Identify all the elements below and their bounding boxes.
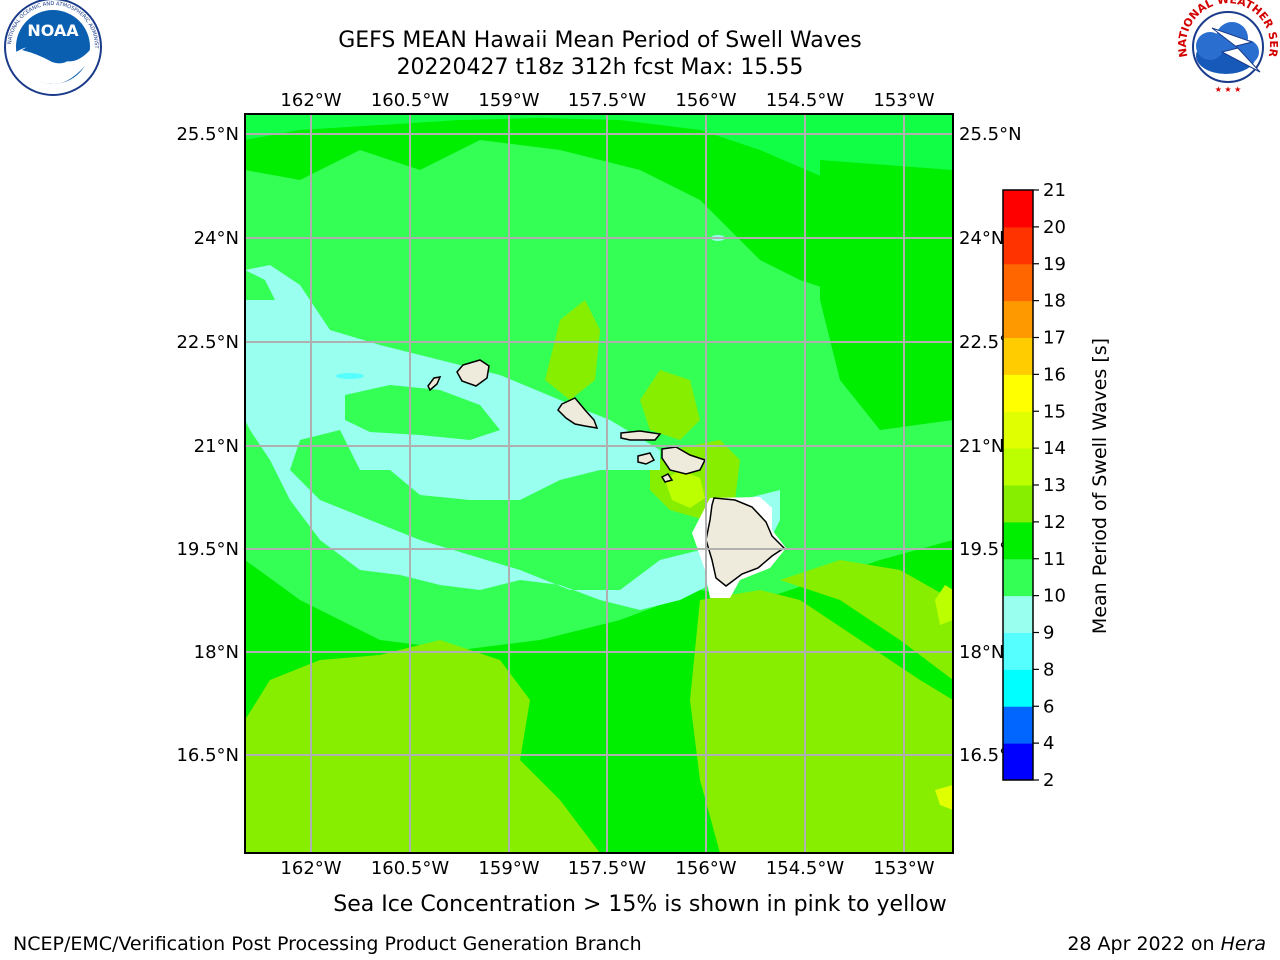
lat-label: 25.5°N [959,124,1022,145]
colorbar-swatch [1003,190,1033,228]
colorbar-label: Mean Period of Swell Waves [s] [1089,338,1111,634]
colorbar-tick-label: 2 [1043,770,1054,791]
lon-label: 159°W [478,858,539,879]
colorbar-tick-label: 18 [1043,291,1066,312]
graticule [245,114,953,853]
colorbar-tick-label: 21 [1043,180,1066,201]
lon-label: 153°W [873,858,934,879]
colorbar-tick-label: 12 [1043,512,1066,533]
colorbar-swatch [1003,595,1033,633]
lon-label: 154.5°W [766,90,845,111]
colorbar-swatch [1003,300,1033,338]
lon-label: 162°W [280,858,341,879]
lat-label: 18°N [959,642,1004,663]
colorbar-tick-label: 16 [1043,364,1066,385]
svg-text:★ ★ ★: ★ ★ ★ [1215,85,1242,94]
colorbar-tick-label: 9 [1043,623,1054,644]
lon-label: 154.5°W [766,858,845,879]
lon-label: 157.5°W [568,858,647,879]
colorbar-tick-label: 6 [1043,696,1054,717]
lat-label: 25.5°N [176,124,239,145]
lon-label: 156°W [675,90,736,111]
footer-branch: NCEP/EMC/Verification Post Processing Pr… [13,933,642,955]
map-subtitle: 20220427 t18z 312h fcst Max: 15.55 [397,55,804,80]
colorbar-swatch [1003,706,1033,744]
lat-labels-right: 25.5°N 24°N 22.5°N 21°N 19.5°N 18°N 16.5… [959,124,1022,766]
colorbar-swatch [1003,263,1033,302]
lat-label: 19.5°N [176,539,239,560]
lat-labels-left: 25.5°N 24°N 22.5°N 21°N 19.5°N 18°N 16.5… [176,124,239,766]
noaa-logo-icon: NOAA NATIONAL OCEANIC AND ATMOSPHERIC AD… [0,0,102,96]
colorbar-swatch [1003,669,1033,707]
footer-date: 28 Apr 2022 on Hera [1067,933,1266,955]
sea-ice-note: Sea Ice Concentration > 15% is shown in … [333,892,947,917]
map-title: GEFS MEAN Hawaii Mean Period of Swell Wa… [338,28,862,53]
colorbar-swatch [1003,521,1033,560]
lat-label: 24°N [959,228,1004,249]
colorbar-tick-label: 15 [1043,401,1066,422]
lat-label: 18°N [194,642,239,663]
lon-label: 160.5°W [371,858,450,879]
lat-label: 22.5°N [176,332,239,353]
lon-label: 156°W [675,858,736,879]
colorbar-tick-label: 11 [1043,549,1066,570]
noaa-logo-text: NOAA [27,21,79,40]
colorbar-tick-label: 8 [1043,659,1054,680]
colorbar-tick-label: 20 [1043,217,1066,238]
lon-label: 162°W [280,90,341,111]
colorbar-tick-label: 14 [1043,438,1066,459]
colorbar-swatch [1003,485,1033,523]
colorbar-swatch [1003,448,1033,486]
colorbar-tick-label: 19 [1043,254,1066,275]
map-frame [244,113,954,854]
lat-label: 24°N [194,228,239,249]
lat-label: 21°N [959,436,1004,457]
colorbar-swatch [1003,374,1033,412]
lat-label: 16.5°N [176,745,239,766]
colorbar-swatch [1003,411,1033,449]
lon-label: 157.5°W [568,90,647,111]
lon-labels-top: 162°W 160.5°W 159°W 157.5°W 156°W 154.5°… [280,90,934,111]
lon-label: 153°W [873,90,934,111]
colorbar-swatch [1003,632,1033,670]
colorbar-swatch [1003,226,1033,265]
lat-label: 21°N [194,436,239,457]
colorbar-tick-label: 10 [1043,586,1066,607]
lon-label: 160.5°W [371,90,450,111]
colorbar-swatch [1003,337,1033,375]
colorbar-tick-label: 13 [1043,475,1066,496]
footer-host: Hera [1221,933,1266,955]
footer-date-text: 28 Apr 2022 on [1067,933,1220,955]
lon-labels-bottom: 162°W 160.5°W 159°W 157.5°W 156°W 154.5°… [280,858,934,879]
swell-period-field [245,114,953,853]
colorbar-swatch [1003,743,1033,781]
colorbar: 2 4 6 8 9 10 11 12 13 14 15 16 17 18 19 20 21 [1002,180,1066,791]
lon-label: 159°W [478,90,539,111]
colorbar-swatch [1003,558,1033,597]
colorbar-tick-label: 17 [1043,328,1066,349]
colorbar-tick-label: 4 [1043,733,1054,754]
